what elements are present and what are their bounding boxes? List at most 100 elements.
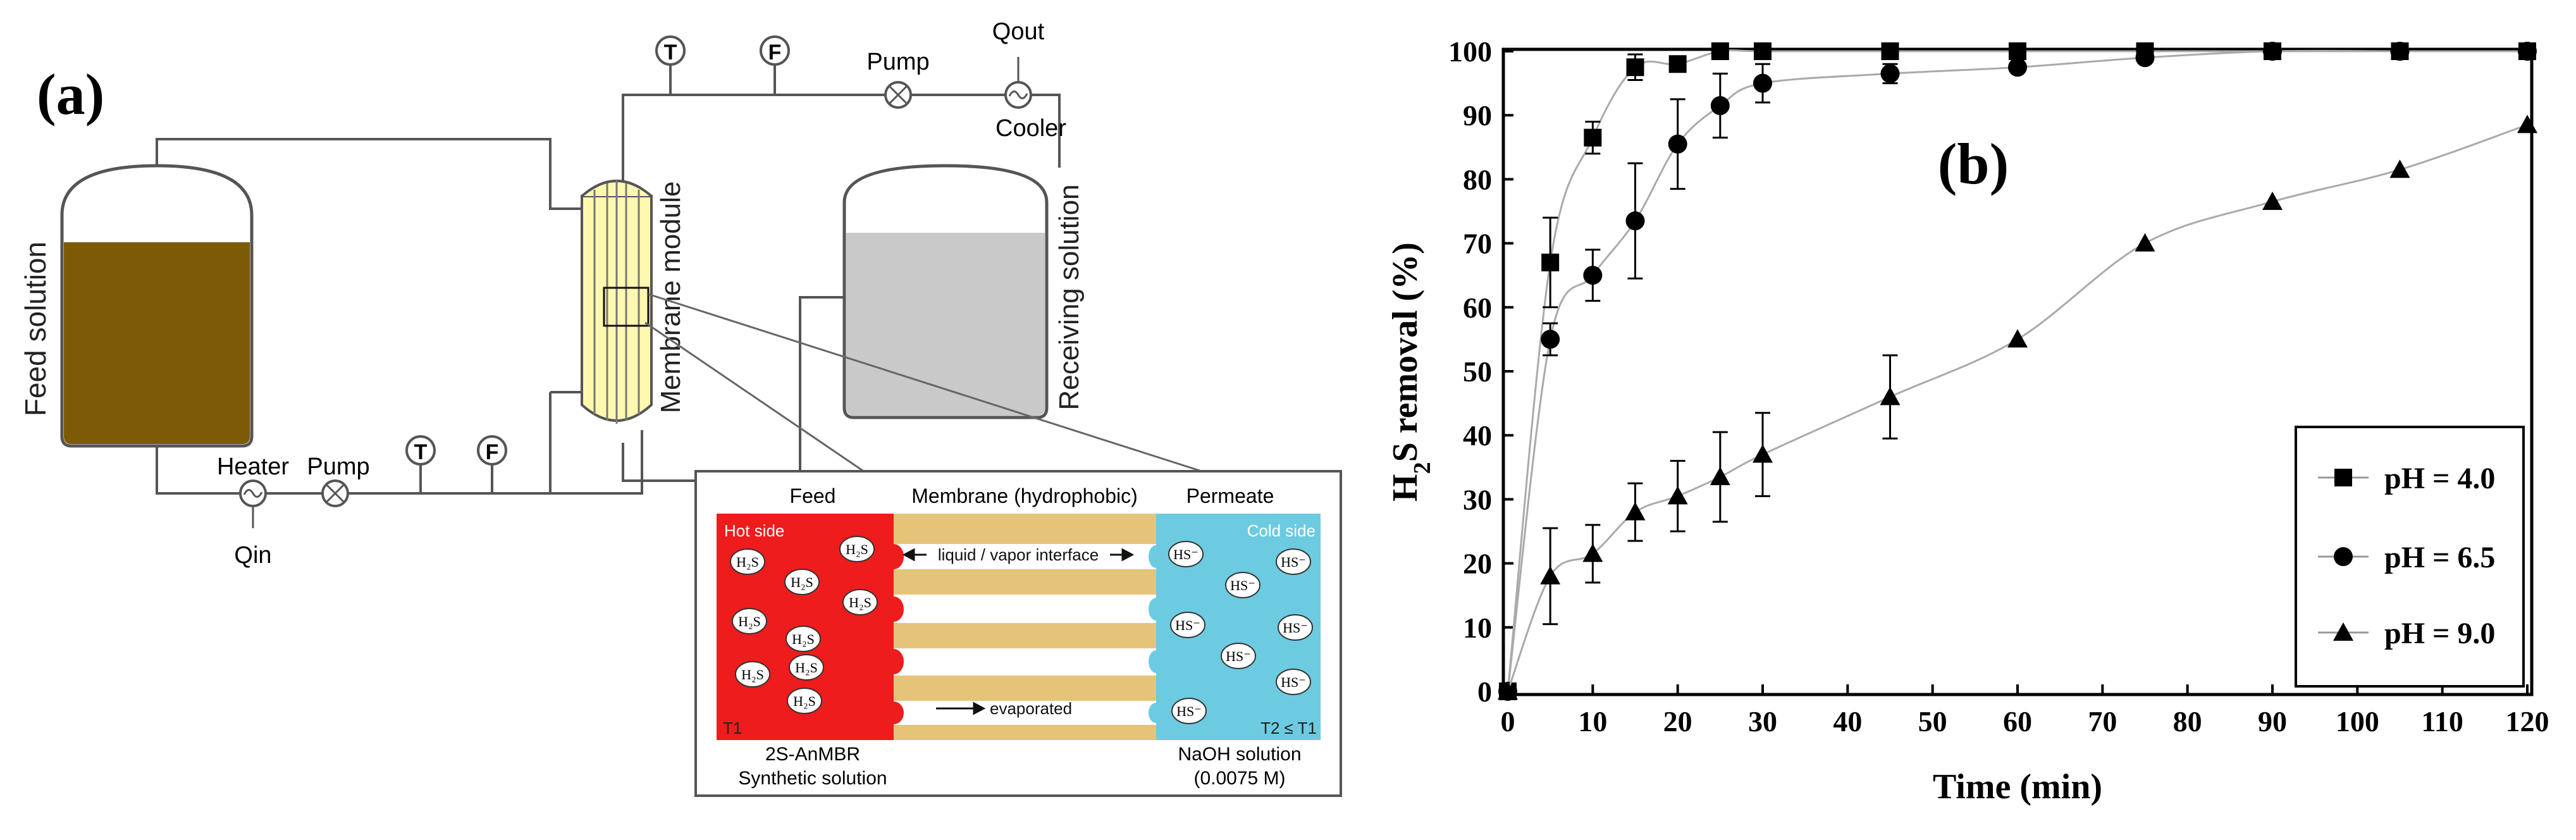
data-point-circle [1710,96,1730,116]
h2s-molecule: H₂S [784,569,820,595]
x-tick-label: 60 [2003,705,2032,738]
hs-ion: HS⁻ [1276,548,1311,575]
legend-label-ph-6-5: pH = 6.5 [2384,541,2495,574]
data-point-triangle [1753,444,1773,463]
hs-ion: HS⁻ [1170,612,1205,638]
hs-ions: HS⁻ HS⁻ HS⁻ HS⁻ HS⁻ HS⁻ HS⁻ HS⁻ [1168,541,1313,724]
h2s-text: H₂S [793,693,816,709]
data-point-circle [1625,211,1645,231]
hs-text: HS⁻ [1175,617,1200,633]
permeate-caption-1: NaOH solution [1178,744,1301,765]
data-point-circle [2518,42,2537,61]
y-tick-label: 90 [1463,99,1492,132]
x-tick-label: 70 [2088,705,2117,738]
data-point-square [1754,42,1772,60]
top-t-label: T [664,40,677,65]
data-point-triangle [1625,502,1646,521]
interface-arrow [902,548,1135,562]
cooler-label: Cooler [995,115,1066,142]
top-pump-label: Pump [866,49,929,75]
h2s-text: H₂S [846,541,868,557]
y-tick-label: 10 [1463,612,1492,644]
bottom-pump: Pump [307,454,370,507]
x-tick-label: 110 [2421,705,2463,738]
membrane-pores [894,514,1156,740]
hs-ion: HS⁻ [1225,572,1260,598]
y-tick-label: 30 [1463,483,1492,516]
hs-text: HS⁻ [1226,648,1251,664]
data-point-circle [2390,42,2410,61]
receiving-solution-label: Receiving solution [1054,184,1085,410]
hot-menisci [884,544,904,724]
h2s-molecule: H₂S [730,548,765,575]
legend-entry-ph-6-5: pH = 6.5 [2318,541,2495,574]
hs-ion: HS⁻ [1278,614,1313,641]
panel-b-label: (b) [1938,132,2009,196]
h2s-molecule: H₂S [787,688,822,714]
top-f-label: F [768,40,782,65]
top-flow-sensor: F [760,35,790,95]
feed-solution-label: Feed solution [19,242,52,416]
data-point-circle [2008,58,2027,77]
hs-text: HS⁻ [1283,620,1308,636]
hs-ion: HS⁻ [1171,698,1207,724]
h2s-text: H₂S [741,667,764,682]
x-tick-label: 100 [2336,705,2379,738]
data-point-square [1881,42,1899,60]
feed-tank: Feed solution [19,164,254,448]
data-point-circle [1541,330,1560,349]
cooler: Qout Cooler [992,18,1067,142]
data-point-square [1711,42,1729,60]
data-point-circle [1753,73,1772,93]
evaporated-label: evaporated [990,699,1072,718]
hs-ion: HS⁻ [1168,541,1204,567]
data-point-circle [1668,134,1687,154]
data-point-circle [2135,48,2155,68]
y-tick-label: 40 [1463,419,1492,452]
y-tick-label: 50 [1463,355,1492,388]
x-tick-label: 90 [2258,705,2287,738]
legend-entry-ph-9: pH = 9.0 [2318,617,2495,650]
cold-menisci [1149,545,1164,723]
y-tick-label: 60 [1463,292,1492,324]
data-point-triangle [2389,159,2410,178]
x-tick-label: 50 [1918,705,1947,738]
h2s-text: H₂S [849,595,872,610]
data-point-square [1626,58,1644,77]
h2s-text: H₂S [791,574,813,590]
hs-text: HS⁻ [1230,578,1255,593]
axis-ticks: 0 10 20 30 40 50 60 70 80 90 100 110 120 0 10 20 30 40 50 6… [1448,35,2549,738]
legend-triangle-marker [2333,622,2353,641]
data-point-square [2009,42,2026,60]
h2s-molecule: H₂S [732,608,767,634]
hs-ion: HS⁻ [1276,669,1311,695]
inset-membrane-header: Membrane (hydrophobic) [911,485,1138,507]
legend-label-ph-4: pH = 4.0 [2384,462,2495,495]
inset-feed-header: Feed [790,485,836,507]
hs-text: HS⁻ [1173,547,1199,562]
h2s-molecule: H₂S [789,654,824,681]
data-point-triangle [1667,486,1688,505]
legend-entry-ph-4: pH = 4.0 [2318,462,2495,495]
h2s-molecule: H₂S [786,626,821,652]
x-tick-label: 20 [1663,705,1692,738]
data-point-triangle [2135,233,2155,252]
permeate-caption-2: (0.0075 M) [1193,768,1285,789]
y-tick-label: 0 [1477,676,1492,708]
h2s-text: H₂S [792,631,815,647]
data-point-triangle [2007,329,2028,348]
data-point-triangle [1710,466,1730,485]
legend-square-marker [2334,469,2352,486]
panel-a-label: (a) [37,62,104,127]
legend: pH = 4.0 pH = 6.5 pH = 9.0 [2295,426,2525,688]
data-point-square [1584,128,1602,147]
y-tick-label: 20 [1463,548,1492,580]
hot-side-label: Hot side [724,521,784,540]
h2s-molecules: H₂S H₂S H₂S H₂S H₂S H₂S H₂S H₂S H₂S [730,536,878,714]
data-point-triangle [2517,114,2537,133]
series-triangle [1498,114,2537,700]
interface-label: liquid / vapor interface [938,545,1099,564]
y-axis-label-subscript: 2 [1409,462,1436,474]
qout-label: Qout [992,18,1045,45]
